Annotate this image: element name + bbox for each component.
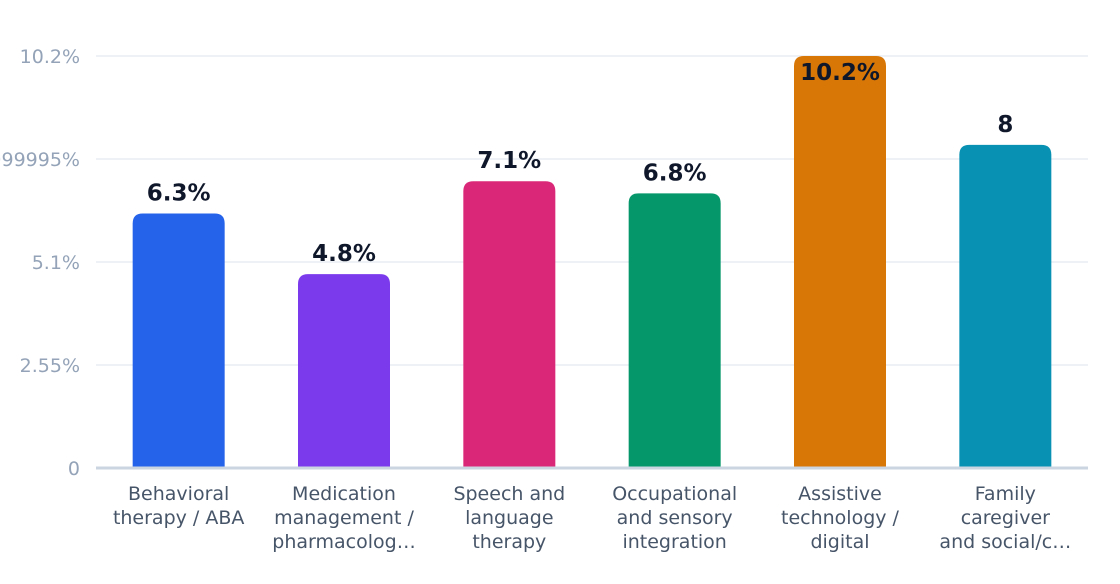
- x-category-label: therapy: [472, 531, 546, 553]
- x-category-label: management /: [274, 507, 414, 529]
- bar: [298, 274, 390, 468]
- y-tick-label: 10.2%: [20, 46, 80, 68]
- bar: [628, 193, 721, 469]
- x-category-label: Speech and: [453, 483, 565, 505]
- bar: [132, 213, 225, 468]
- data-label: 7.1%: [477, 148, 541, 174]
- x-category-label: caregiver: [961, 507, 1050, 529]
- bar: [794, 56, 886, 468]
- x-category-label: Occupational: [612, 483, 737, 505]
- x-category-label: Assistive: [798, 483, 882, 505]
- x-category-label: Medication: [292, 483, 396, 505]
- x-category-label: therapy / ABA: [113, 507, 244, 529]
- data-labels: 6.3% 4.8% 7.1% 6.8% 10.2% 8: [147, 60, 1014, 267]
- x-category-label: Behavioral: [128, 483, 229, 505]
- data-label: 6.3%: [147, 181, 211, 207]
- data-label: 4.8%: [312, 241, 376, 267]
- y-axis-ticks: 0 2.55% 5.1% 7.6499999999999995% 10.2%: [0, 46, 80, 480]
- bar: [959, 144, 1052, 469]
- x-category-label: technology /: [781, 507, 900, 529]
- x-category-label: integration: [622, 531, 726, 553]
- x-category-label: pharmacolog…: [272, 531, 415, 553]
- data-label: 10.2%: [800, 60, 880, 86]
- y-tick-label: 2.55%: [20, 355, 80, 377]
- y-tick-label: 5.1%: [32, 252, 80, 274]
- x-category-label: and social/c…: [939, 531, 1071, 553]
- x-category-label: digital: [810, 531, 869, 553]
- bars: [132, 56, 1052, 469]
- data-label: 8: [997, 112, 1013, 138]
- x-category-label: language: [465, 507, 553, 529]
- x-category-label: Family: [975, 483, 1036, 505]
- grid-lines: [96, 55, 1088, 366]
- x-category-label: and sensory: [617, 507, 733, 529]
- bar: [463, 181, 556, 468]
- data-label: 6.8%: [643, 160, 707, 186]
- y-tick-label: 7.6499999999999995%: [0, 149, 80, 171]
- y-tick-label: 0: [68, 458, 80, 480]
